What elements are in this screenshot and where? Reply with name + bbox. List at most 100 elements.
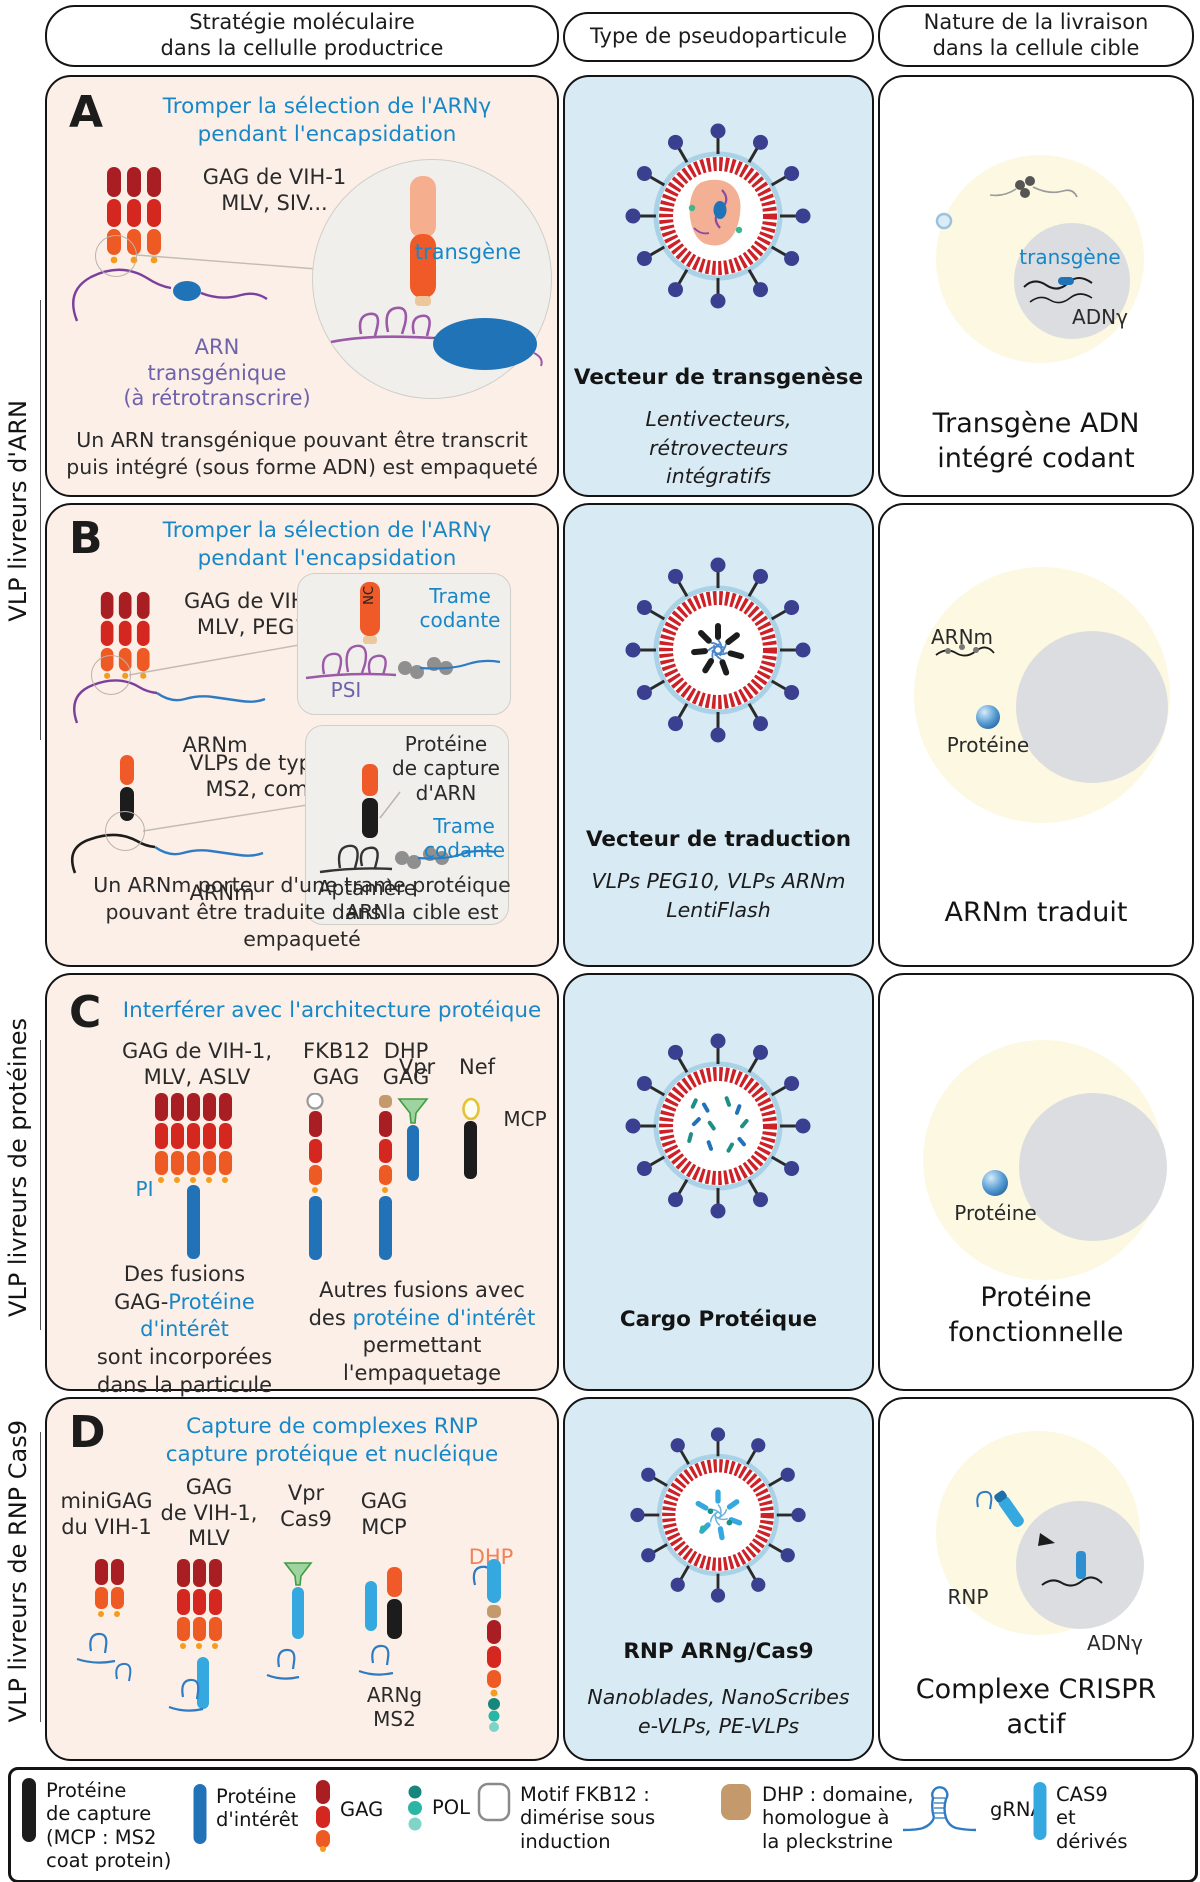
- row-c-fkb12-label: FKB12 GAG: [303, 1039, 370, 1089]
- zoom-marker-circle: [95, 235, 137, 277]
- row-c-vpr-label: Vpr: [398, 1055, 436, 1079]
- side-line-rnp: [40, 1432, 41, 1722]
- psi-packaging-icon: [305, 582, 501, 680]
- virus-particle-translation-icon: [625, 557, 811, 743]
- target-cell-icon: [914, 567, 1170, 823]
- dhp-icon: [721, 1784, 751, 1820]
- legend-item-fkb12: Motif FKB12 : dimérise sous induction: [477, 1782, 655, 1853]
- zoom-marker-circle: [91, 655, 131, 695]
- row-c-gag-label: GAG de VIH-1, MLV, ASLV: [121, 1039, 273, 1089]
- row-a-vector-subtitle: Lentivecteurs, rétrovecteurs intégratifs: [645, 407, 792, 489]
- target-cell-icon: [935, 155, 1144, 363]
- row-c-cell-protein-label: Protéine: [954, 1201, 1037, 1225]
- virus-particle-transgenesis-icon: [625, 123, 811, 309]
- row-a-letter: A: [69, 87, 104, 138]
- row-b-strategy-title: Tromper la sélection de l'ARNγ pendant l…: [162, 518, 492, 571]
- row-a-strategy-title: Tromper la sélection de l'ARNγ pendant l…: [162, 94, 492, 147]
- fusion1-line3: sont incorporées dans la particule: [96, 1345, 273, 1397]
- gag-icon: [316, 1780, 330, 1852]
- row-d-vprcas9-label: Vpr Cas9: [280, 1481, 332, 1531]
- side-line-protein: [40, 1040, 41, 1330]
- legend-item-gag: GAG: [315, 1780, 383, 1852]
- row-c-pi-label: PI: [135, 1177, 154, 1201]
- side-label-protein-vlp: VLP livreurs de protéines: [4, 1018, 32, 1317]
- fusion2-line3: permettant l'empaquetage: [342, 1333, 502, 1386]
- row-b-aptamer-label: Aptamère ARN: [317, 876, 417, 925]
- legend-label: Protéine de capture (MCP : MS2 coat prot…: [46, 1779, 172, 1873]
- row-c-mcp-label: MCP: [503, 1107, 547, 1131]
- row-b-delivery-caption: ARNm traduit: [944, 897, 1128, 929]
- legend-item-pol: POL: [407, 1784, 470, 1836]
- row-a-delivery-caption: Transgène ADN intégré codant: [932, 407, 1140, 475]
- row-d-vector-subtitle: Nanoblades, NanoScribes e-VLPs, PE-VLPs: [587, 1685, 850, 1738]
- legend: Protéine de capture (MCP : MS2 coat prot…: [8, 1767, 1198, 1882]
- row-a-cell-transgene-label: transgène: [1019, 245, 1121, 269]
- panel-a-strategy: A Tromper la sélection de l'ARNγ pendant…: [45, 75, 559, 497]
- row-d-vector-title: RNP ARNg/Cas9: [623, 1639, 814, 1664]
- row-b-inset-aptamer: Protéine de capture d'ARN Trame codante …: [305, 725, 509, 925]
- row-a-inset: transgène: [312, 159, 552, 399]
- row-c-vector-title: Cargo Protéique: [619, 1307, 818, 1332]
- panel-b-delivery: ARNm Protéine ARNm traduit: [878, 503, 1194, 967]
- legend-item-capture: Protéine de capture (MCP : MS2 coat prot…: [21, 1778, 171, 1873]
- fusion2-black: des: [308, 1305, 353, 1330]
- row-b-inset-psi: NC Trame codante PSI: [297, 573, 511, 715]
- rna-capture-icon: [319, 764, 497, 874]
- row-c-dhp-label: DHP GAG: [382, 1039, 430, 1089]
- legend-item-dhp: DHP : domaine, homologue à la pleckstrin…: [719, 1782, 914, 1853]
- side-line-rna: [40, 300, 41, 740]
- row-c-letter: C: [69, 987, 102, 1038]
- side-label-rna-vlp: VLP livreurs d'ARN: [4, 400, 32, 622]
- header-pseudoparticle: Type de pseudoparticule: [563, 12, 874, 62]
- row-b-trame1-label: Trame codante: [419, 584, 501, 633]
- virus-particle-rnp-icon: [630, 1427, 806, 1603]
- fusion2-blue: protéine d'intérêt: [352, 1305, 536, 1330]
- header-target-cell: Nature de la livraison dans la cellule c…: [878, 5, 1194, 67]
- rnp-capture-molecules-icon: [76, 1559, 501, 1732]
- row-b-cell-protein-label: Protéine: [946, 733, 1030, 757]
- legend-label: CAS9 et dérivés: [1056, 1783, 1128, 1853]
- legend-label: gRNA: [990, 1798, 1044, 1821]
- legend-label: POL: [432, 1796, 470, 1819]
- capture-protein-icon: [22, 1778, 36, 1842]
- panel-d-delivery: RNP ADNγ Complexe CRISPR actif: [878, 1397, 1194, 1761]
- row-b-strategy-caption: Un ARNm porteur d'une trame protéique po…: [93, 872, 511, 951]
- row-d-arng-label: ARNg MS2: [366, 1683, 423, 1732]
- encapsidation-zoom-icon: [330, 176, 543, 370]
- inset-connector-lines: [128, 644, 308, 832]
- row-d-cell-rnp-label: RNP: [947, 1585, 989, 1609]
- side-label-rnp-vlp: VLP livreurs de RNP Cas9: [4, 1420, 32, 1723]
- inset-connector-line: [136, 254, 318, 270]
- row-d-letter: D: [69, 1407, 106, 1458]
- row-b-trame2-label: Trame codante: [424, 814, 506, 863]
- panel-c-delivery: Protéine Protéine fonctionnelle: [878, 973, 1194, 1391]
- row-c-delivery-caption: Protéine fonctionnelle: [948, 1281, 1124, 1349]
- header-producer-cell: Stratégie moléculaire dans la cellulle p…: [45, 5, 559, 67]
- row-d-gag-label: GAG de VIH-1, MLV: [160, 1475, 258, 1551]
- row-d-cell-adn-label: ADNγ: [1087, 1631, 1143, 1655]
- row-b-vector-subtitle: VLPs PEG10, VLPs ARNm LentiFlash: [591, 869, 846, 922]
- legend-label: GAG: [340, 1798, 384, 1821]
- row-d-minigag-label: miniGAG du VIH-1: [60, 1489, 153, 1539]
- row-c-fusion1-text: Des fusions GAG-Protéine d'intérêt sont …: [67, 1261, 302, 1400]
- legend-item-cas9: CAS9 et dérivés: [1033, 1782, 1128, 1853]
- row-b-nc-label: NC: [362, 586, 377, 605]
- row-b-letter: B: [69, 513, 103, 564]
- panel-d-strategy: D Capture de complexes RNP capture proté…: [45, 1397, 559, 1761]
- zoom-marker-circle: [105, 811, 145, 851]
- panel-a-particle: Vecteur de transgenèse Lentivecteurs, ré…: [563, 75, 874, 497]
- transgenic-rna-icon: [72, 268, 268, 322]
- legend-label: DHP : domaine, homologue à la pleckstrin…: [762, 1783, 914, 1853]
- row-d-delivery-caption: Complexe CRISPR actif: [915, 1673, 1157, 1741]
- row-c-strategy-title: Interférer avec l'architecture protéique: [122, 998, 542, 1023]
- row-b-arnm1-label: ARNm: [182, 733, 248, 757]
- row-a-gag-label: GAG de VIH-1 MLV, SIV...: [202, 165, 347, 215]
- row-b-cell-arnm-label: ARNm: [930, 625, 994, 649]
- fusion2-line1: Autres fusions avec: [319, 1278, 525, 1302]
- row-a-cell-adn-label: ADNγ: [1072, 305, 1128, 329]
- panel-c-strategy: C Interférer avec l'architecture protéiq…: [45, 973, 559, 1397]
- row-b-arnm2-label: ARNm: [189, 881, 255, 905]
- panel-a-delivery: transgène ADNγ Transgène ADN intégré cod…: [878, 75, 1194, 497]
- target-cell-icon: [936, 1431, 1144, 1635]
